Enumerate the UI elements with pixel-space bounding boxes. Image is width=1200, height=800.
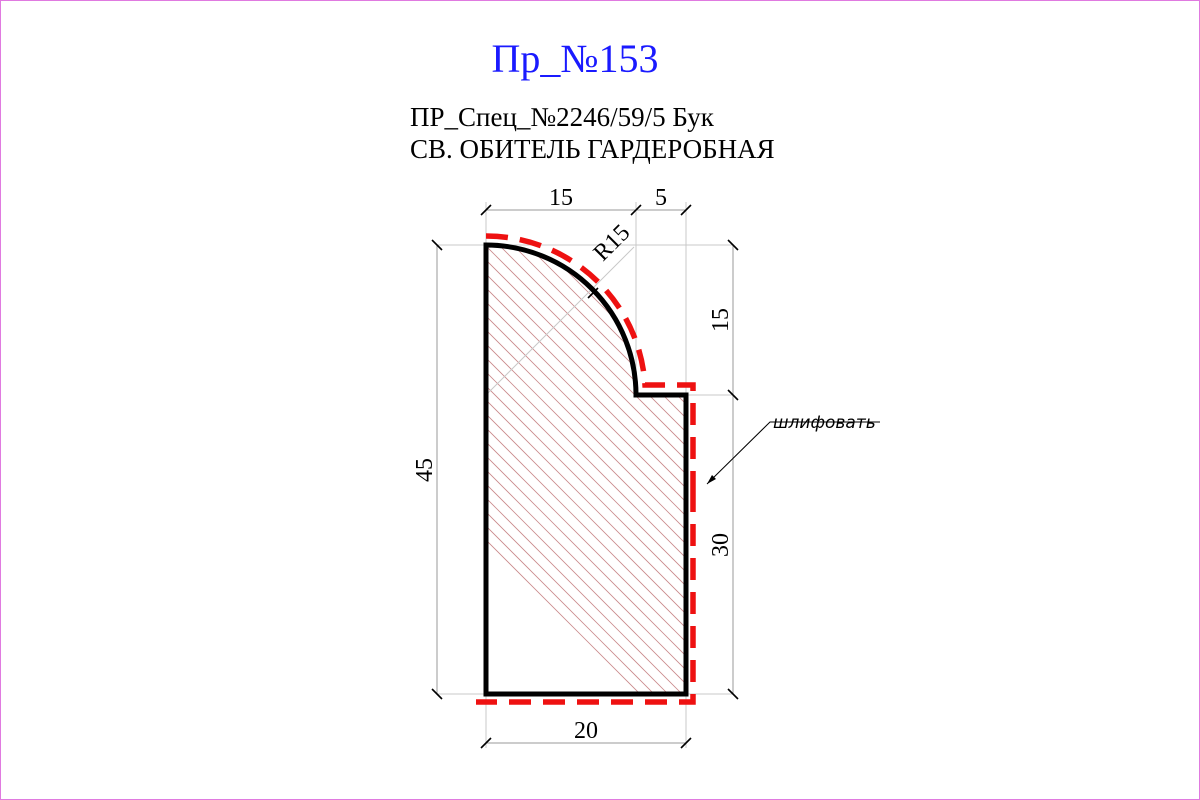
hatch-line — [486, 245, 686, 694]
hatch-line — [486, 245, 686, 694]
hatch-line — [486, 245, 677, 694]
dimension-lines — [436, 209, 734, 744]
hatch-line — [679, 245, 686, 694]
hatch-line — [820, 230, 1200, 730]
hatch-line — [486, 245, 686, 694]
hatch-line — [511, 245, 686, 694]
hatch-line — [486, 245, 686, 694]
dim-bottom-width: 20 — [574, 718, 598, 744]
hatch-line — [486, 245, 686, 694]
hatch-line — [486, 245, 686, 694]
sanding-line-top — [485, 233, 696, 490]
hatch-line — [806, 230, 1200, 730]
hatch-line — [486, 245, 686, 694]
hatch-line — [486, 245, 686, 694]
drawing-subtitle-code: ПР_Спец_№2246/59/5 Бук — [410, 102, 715, 132]
hatch-line — [792, 230, 1200, 730]
hatch-line — [778, 230, 1200, 730]
dim-right-lower-height: 30 — [708, 533, 734, 557]
hatch-line — [486, 245, 686, 694]
note-leader-line — [706, 421, 880, 485]
dimension-ticks — [431, 204, 739, 749]
hatch-line — [722, 230, 1200, 730]
hatch-line — [486, 245, 686, 694]
dim-right-upper-height: 15 — [708, 308, 734, 332]
hatch-line — [486, 245, 686, 694]
hatch-line — [486, 245, 686, 694]
dim-left-height: 45 — [412, 458, 438, 482]
hatch-line — [651, 245, 686, 694]
radius-leader-line — [485, 246, 635, 396]
sanding-line-right — [476, 490, 696, 705]
hatch-line — [834, 230, 1200, 730]
hatch-line — [486, 245, 686, 694]
hatch-line — [486, 245, 686, 694]
sanding-note: шлифовать — [773, 413, 876, 433]
hatch-line — [486, 245, 686, 694]
dim-top-right-width: 5 — [655, 185, 667, 211]
drawing-title: Пр_№153 — [491, 36, 658, 81]
profile-outline — [483, 242, 689, 697]
hatch-line — [497, 245, 686, 694]
note-leader-arrow — [707, 475, 716, 484]
hatch-line — [665, 245, 686, 694]
hatch-line — [862, 230, 1200, 730]
hatch-line — [694, 230, 1194, 730]
hatch-line — [750, 230, 1200, 730]
hatch-line — [486, 245, 686, 694]
hatch-line — [486, 245, 686, 694]
hatch-line — [736, 230, 1200, 730]
hatch-line — [486, 245, 686, 694]
hatch-line — [486, 245, 686, 694]
hatch-line — [708, 230, 1200, 730]
drawing-subtitle-name: СВ. ОБИТЕЛЬ ГАРДЕРОБНАЯ — [410, 134, 775, 164]
hatch-line — [848, 230, 1200, 730]
dim-top-left-width: 15 — [549, 185, 573, 211]
hatch-line — [486, 245, 686, 694]
hatch-line — [486, 245, 686, 694]
dim-radius: R15 — [589, 220, 636, 267]
hatch-line — [764, 230, 1200, 730]
hatch-line — [623, 245, 686, 694]
hatch-line — [486, 245, 686, 694]
